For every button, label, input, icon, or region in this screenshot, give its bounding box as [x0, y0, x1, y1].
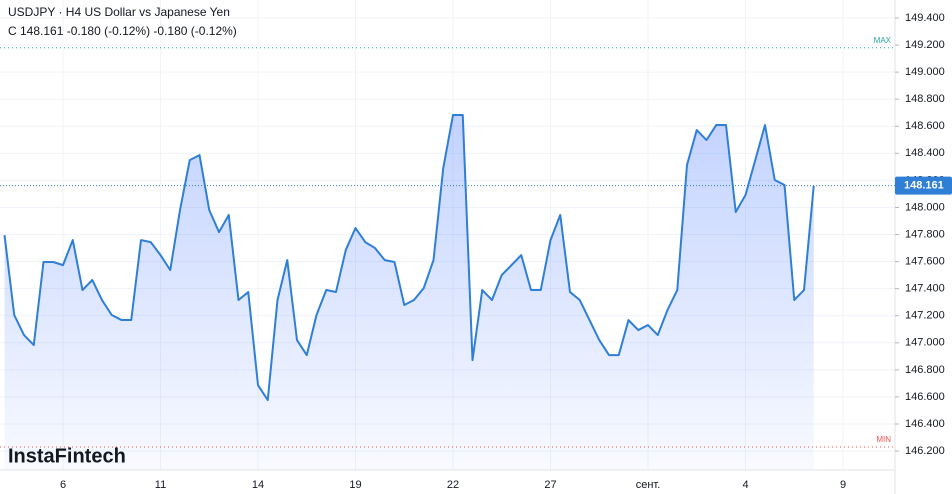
x-tick-label: 27	[544, 479, 556, 491]
x-tick-label: 11	[155, 479, 166, 491]
x-tick-label: 19	[349, 479, 361, 491]
max-line-label: MAX	[874, 36, 892, 45]
y-tick-label: 147.800	[905, 228, 945, 240]
watermark: InstaFintech	[8, 445, 126, 467]
y-tick-label: 146.400	[905, 418, 945, 430]
x-tick-label: сент.	[636, 479, 661, 491]
y-tick-label: 147.200	[905, 310, 945, 322]
chart-title: USDJPY · H4 US Dollar vs Japanese Yen	[8, 5, 230, 19]
x-tick-label: 22	[447, 479, 459, 491]
area-fill	[4, 115, 814, 470]
y-tick-label: 148.600	[905, 120, 945, 132]
y-tick-label: 149.000	[905, 66, 945, 78]
x-tick-label: 9	[840, 479, 846, 491]
y-tick-label: 147.400	[905, 283, 945, 295]
last-price-label: 148.161	[904, 180, 944, 192]
y-tick-label: 149.200	[905, 39, 945, 51]
y-tick-label: 148.800	[905, 93, 945, 105]
min-line-label: MIN	[876, 435, 891, 444]
y-tick-label: 149.400	[905, 12, 945, 24]
price-line	[3, 114, 815, 402]
y-tick-label: 148.000	[905, 201, 945, 213]
y-tick-label: 146.200	[905, 445, 945, 457]
y-tick-label: 148.400	[905, 147, 945, 159]
last-price-box	[895, 176, 952, 195]
chart-subtitle: C 148.161 -0.180 (-0.12%) -0.180 (-0.12%…	[8, 24, 237, 38]
x-tick-label: 6	[60, 479, 66, 491]
y-tick-label: 146.800	[905, 364, 945, 376]
x-tick-label: 4	[742, 479, 748, 491]
y-tick-label: 147.600	[905, 255, 945, 267]
y-tick-label: 147.000	[905, 337, 945, 349]
plot	[3, 114, 815, 470]
y-tick-label: 146.600	[905, 391, 945, 403]
x-tick-label: 14	[252, 479, 264, 491]
